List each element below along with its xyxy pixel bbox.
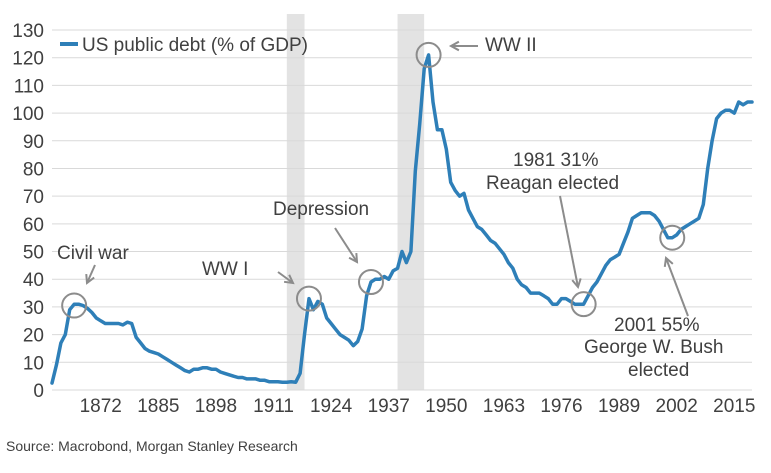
annotation-arrowhead (663, 256, 674, 268)
annotation-label: Reagan elected (486, 173, 619, 194)
annotation-arrow (665, 257, 689, 317)
debt-chart: 0 10 20 30 40 50 60 70 80 90 100 110 120 130 1872 1885… (12, 14, 756, 417)
annotation-arrowhead (571, 278, 582, 290)
annotation-label: elected (628, 360, 689, 381)
annotation-label: Depression (273, 199, 369, 220)
y-tick-label: 80 (23, 159, 44, 180)
annotation-circle (570, 291, 597, 318)
y-tick-label: 10 (23, 353, 44, 374)
annotation-circle (357, 269, 384, 295)
annotation-arrowhead (448, 40, 460, 52)
y-tick-label: 60 (23, 215, 44, 236)
annotation-label: George W. Bush (584, 337, 723, 358)
annotation-arrow (559, 195, 579, 288)
annotation-label: WW II (485, 35, 537, 56)
x-tick-label: 1989 (598, 396, 640, 417)
annotation-circle (415, 41, 442, 68)
x-tick-label: 1963 (483, 396, 525, 417)
x-axis-ticks: 1872 1885 1898 1911 1924 1937 1950 1963 1976 1989… (80, 396, 756, 417)
x-tick-label: 1872 (80, 396, 122, 417)
y-tick-label: 0 (33, 381, 44, 402)
shaded-periods (286, 14, 425, 390)
shaded-period-1 (397, 14, 425, 390)
legend-label: US public debt (% of GDP) (82, 35, 308, 56)
annotation-circle (295, 285, 322, 312)
annotation-arrow (277, 271, 294, 284)
x-tick-label: 2015 (713, 396, 755, 417)
annotation-circle (659, 224, 686, 251)
annotations: Civil war WW I Depression WW II 1981 31%Reag… (57, 35, 723, 381)
annotation-arrowhead (283, 274, 295, 285)
x-tick-label: 2002 (656, 396, 698, 417)
y-tick-label: 70 (23, 187, 44, 208)
series-line-debt (50, 53, 754, 385)
x-tick-label: 1976 (540, 396, 582, 417)
x-tick-label: 1924 (310, 396, 353, 417)
y-tick-label: 130 (12, 21, 44, 42)
y-tick-label: 20 (23, 326, 44, 347)
annotation-circle (61, 292, 88, 319)
y-axis-ticks: 0 10 20 30 40 50 60 70 80 90 100 110 120 130 (12, 21, 44, 402)
y-tick-label: 90 (23, 132, 44, 153)
y-tick-label: 100 (12, 104, 44, 125)
x-tick-label: 1885 (137, 396, 179, 417)
annotation-arrowhead (348, 252, 359, 264)
annotation-arrow (86, 264, 96, 284)
shaded-period-0 (286, 14, 305, 390)
y-tick-label: 40 (23, 270, 44, 291)
annotation-arrow (334, 227, 358, 263)
x-tick-label: 1937 (368, 396, 410, 417)
y-tick-label: 50 (23, 243, 44, 264)
annotation-label: 1981 31% (513, 150, 599, 171)
x-tick-label: 1950 (425, 396, 467, 417)
x-tick-label: 1911 (253, 396, 294, 417)
y-tick-label: 30 (23, 298, 44, 319)
annotation-arrowhead (85, 273, 95, 285)
annotation-label: Civil war (57, 243, 129, 264)
y-tick-label: 120 (12, 49, 44, 70)
annotation-label: 2001 55% (614, 315, 700, 336)
x-tick-label: 1898 (195, 396, 237, 417)
source-note: Source: Macrobond, Morgan Stanley Resear… (6, 438, 298, 454)
y-tick-label: 110 (14, 76, 44, 97)
legend: US public debt (% of GDP) (60, 35, 308, 56)
annotation-label: WW I (202, 259, 248, 280)
